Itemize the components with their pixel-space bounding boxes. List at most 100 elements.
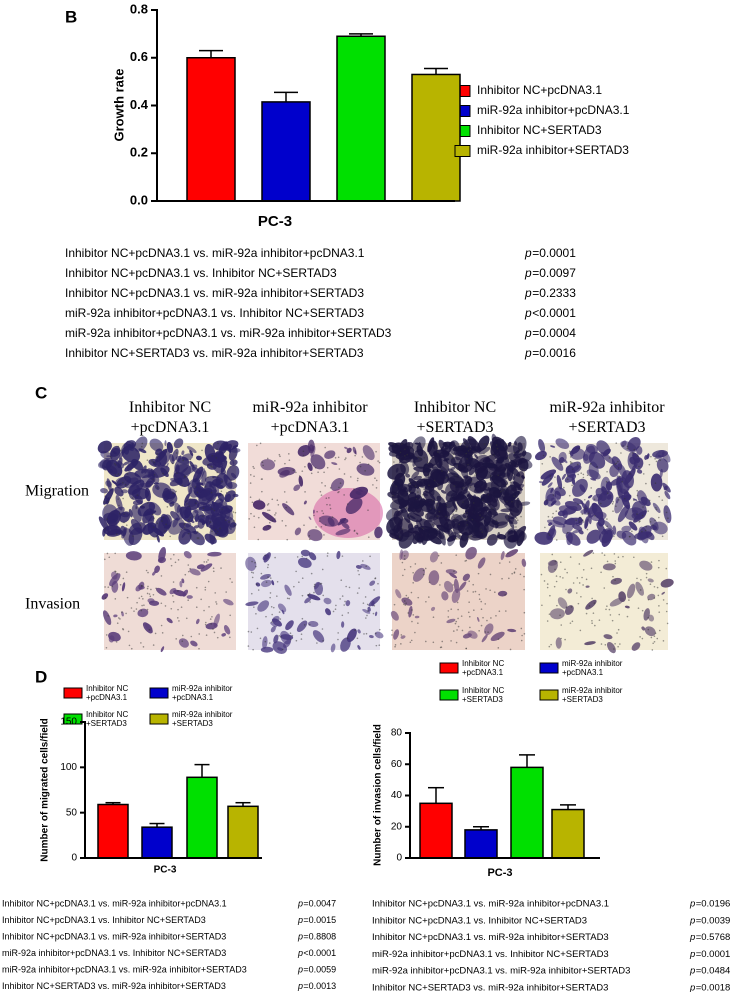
- cell: [631, 642, 641, 651]
- pore: [291, 634, 294, 637]
- pore: [436, 504, 438, 507]
- pore: [195, 502, 197, 505]
- pore: [629, 472, 631, 475]
- pore: [403, 600, 406, 602]
- column-header: Inhibitor NC +SERTAD3: [414, 399, 496, 436]
- cell: [567, 588, 573, 594]
- pore: [317, 471, 319, 474]
- cell: [223, 598, 234, 606]
- pore: [335, 604, 337, 607]
- pore: [469, 626, 471, 629]
- cell: [663, 505, 672, 524]
- micrograph: [97, 436, 241, 546]
- pore: [278, 635, 280, 637]
- pore: [405, 602, 407, 604]
- pore: [495, 614, 497, 617]
- cell: [663, 485, 668, 491]
- comparison: miR-92a inhibitor+pcDNA3.1 vs. Inhibitor…: [2, 948, 226, 958]
- pore: [313, 514, 315, 517]
- pore: [343, 494, 345, 496]
- pore: [341, 595, 344, 597]
- cell: [412, 436, 426, 453]
- pore: [606, 605, 608, 607]
- pore: [253, 475, 255, 478]
- cell: [189, 449, 194, 456]
- y-tick-label: 20: [391, 821, 403, 832]
- y-tick-label: 0.8: [130, 1, 148, 16]
- pore: [578, 521, 581, 523]
- cell: [105, 497, 110, 505]
- cell: [149, 438, 164, 452]
- pore: [216, 475, 219, 477]
- pore: [145, 569, 148, 572]
- cell: [496, 532, 501, 539]
- cell: [300, 549, 311, 557]
- pore: [582, 519, 584, 522]
- pore: [467, 611, 470, 614]
- cell: [156, 534, 160, 543]
- pore: [107, 586, 110, 588]
- cell: [484, 623, 494, 636]
- pore: [172, 553, 175, 556]
- pore: [453, 537, 456, 539]
- cell: [357, 645, 361, 650]
- cell: [148, 502, 162, 516]
- pore: [650, 455, 652, 458]
- pore: [188, 505, 191, 507]
- pore: [611, 502, 614, 505]
- pore: [513, 495, 515, 498]
- p-value: =0.0015: [303, 915, 336, 925]
- comparison: Inhibitor NC+pcDNA3.1 vs. Inhibitor NC+S…: [65, 266, 337, 280]
- cell: [387, 463, 406, 480]
- cell: [624, 507, 644, 521]
- cell: [196, 564, 205, 570]
- pore: [207, 580, 210, 583]
- pore: [509, 648, 512, 651]
- cell: [500, 483, 510, 496]
- cell: [550, 445, 556, 448]
- pore: [189, 517, 192, 519]
- pore: [300, 638, 303, 640]
- pore: [364, 469, 366, 472]
- pore: [549, 477, 552, 480]
- pore: [107, 614, 110, 617]
- pore: [260, 572, 263, 575]
- cell: [163, 524, 171, 529]
- cell: [148, 600, 160, 606]
- pore: [264, 554, 266, 557]
- pore: [162, 449, 165, 451]
- legend-swatch: [539, 689, 559, 701]
- cell: [535, 450, 547, 461]
- cell: [463, 485, 469, 492]
- pore: [276, 595, 278, 597]
- cell: [154, 450, 171, 467]
- pore: [593, 602, 596, 604]
- bar: [97, 803, 129, 859]
- cell: [444, 580, 454, 593]
- cell: [540, 469, 557, 480]
- pore: [409, 490, 411, 493]
- pore: [177, 590, 179, 592]
- cell: [169, 587, 177, 595]
- pore: [410, 591, 413, 594]
- pore: [289, 632, 292, 635]
- pore: [155, 535, 158, 537]
- pore: [401, 443, 403, 445]
- pore: [114, 464, 117, 466]
- pore: [289, 638, 292, 641]
- bar: [551, 808, 585, 859]
- pore: [286, 597, 289, 600]
- cell: [417, 537, 424, 542]
- pore: [285, 506, 287, 509]
- pore: [579, 629, 582, 632]
- pore: [555, 575, 558, 577]
- cell: [262, 636, 268, 650]
- cell: [422, 463, 430, 477]
- pore: [326, 555, 329, 557]
- pore: [188, 533, 190, 535]
- pore: [139, 524, 142, 526]
- pore: [541, 462, 544, 465]
- pore: [341, 614, 344, 617]
- pore: [581, 513, 584, 515]
- pore: [153, 517, 155, 520]
